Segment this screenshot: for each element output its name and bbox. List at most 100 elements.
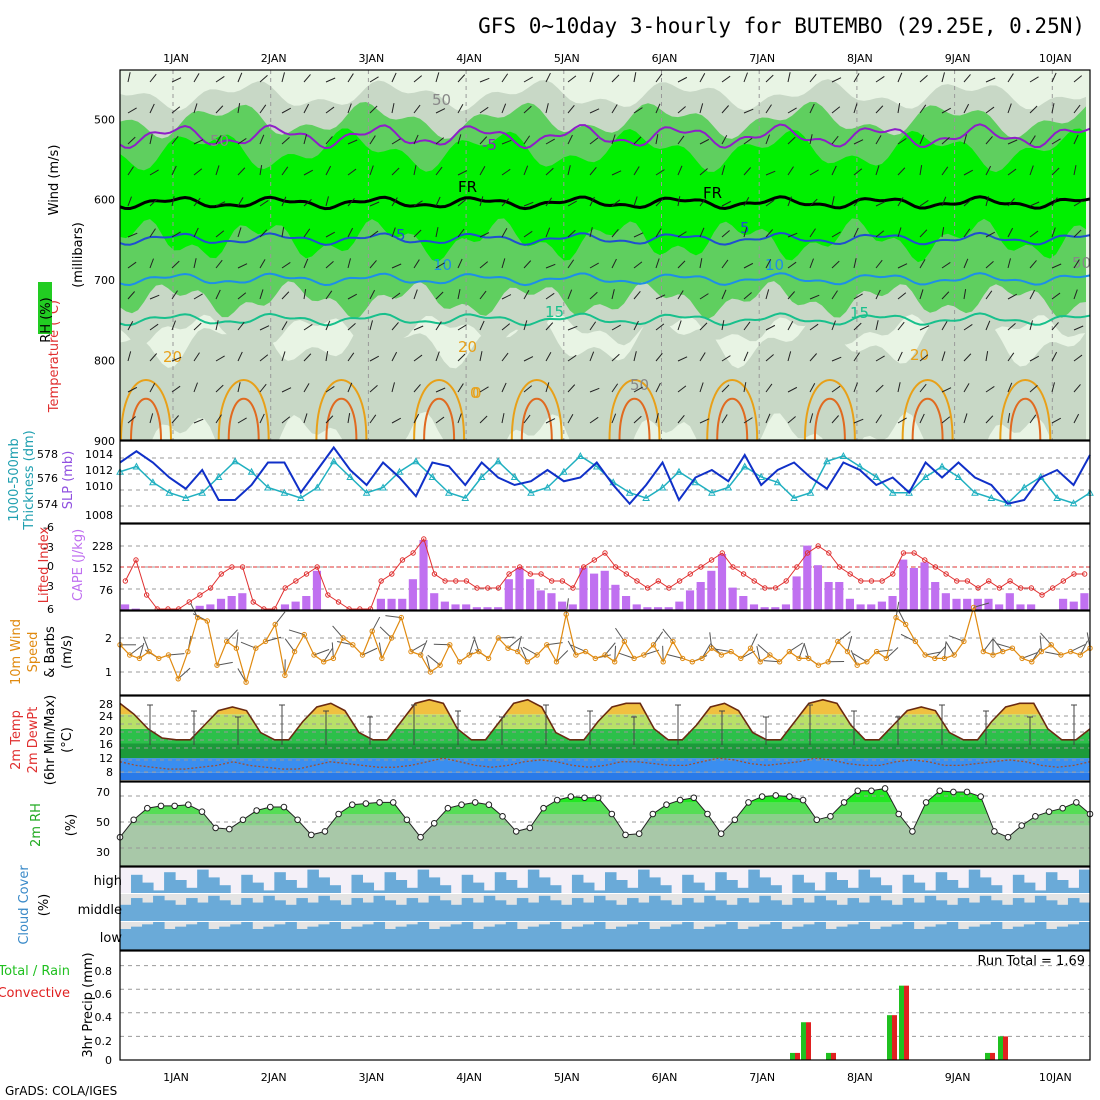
cape-bar xyxy=(131,608,140,610)
isotherm-25-arch xyxy=(911,397,944,441)
wind-barb xyxy=(149,228,156,238)
cloud-cover-bar xyxy=(175,880,187,893)
wind-barb xyxy=(1029,384,1038,393)
cloud-cover-bar xyxy=(329,885,341,893)
wind-barb xyxy=(633,351,637,362)
wind-barb xyxy=(193,352,200,362)
cloud-cover-bar xyxy=(880,885,893,893)
cloud-cover-bar xyxy=(384,900,397,921)
rh-marker xyxy=(567,793,575,800)
wind-barb xyxy=(281,351,286,362)
wind-speed-marker xyxy=(903,621,909,628)
wind-barb xyxy=(611,413,617,424)
cloud-cover-bar xyxy=(142,882,154,893)
cape-bar xyxy=(302,596,311,610)
thickness-marker xyxy=(198,488,207,496)
precip-conv-bar xyxy=(904,985,909,1060)
wind-barb xyxy=(677,196,681,207)
wind-barb xyxy=(809,382,816,393)
wind-barb xyxy=(501,413,505,424)
cape-bar xyxy=(1027,604,1036,610)
cloud-cover-bar xyxy=(417,902,430,921)
cloud-cover-bar xyxy=(770,900,782,921)
wind-barb xyxy=(523,76,533,83)
cloud-cover-bar xyxy=(153,890,165,893)
lifted-index-marker xyxy=(922,557,928,563)
wind-barb xyxy=(677,106,686,114)
wind-panel-frame xyxy=(119,610,1091,696)
cape-bar xyxy=(899,559,908,610)
isotherm-25-arch xyxy=(520,397,553,441)
cloud-cover-bar xyxy=(527,926,540,950)
cloud-cover-bar xyxy=(979,877,992,893)
wind-speed-marker xyxy=(990,652,996,658)
wind-speed-marker xyxy=(689,659,695,665)
cloud-cover-bar xyxy=(120,904,132,921)
wind-barb xyxy=(523,201,534,207)
wind-barb xyxy=(677,260,686,269)
cape-bar xyxy=(867,604,876,610)
wind-barb xyxy=(303,413,308,424)
wind-barb xyxy=(1051,351,1058,362)
wind-barb xyxy=(589,137,599,145)
wind-barb xyxy=(699,168,708,176)
wind-barb xyxy=(875,230,885,238)
wind-barb xyxy=(413,289,418,300)
thickness-marker xyxy=(477,472,486,480)
rh-marker xyxy=(772,792,780,799)
lifted-index-marker xyxy=(655,578,661,584)
date-label-bottom: 10JAN xyxy=(1039,1071,1072,1084)
wind-barb xyxy=(853,139,864,145)
wind-barb xyxy=(853,258,857,269)
wind-barb xyxy=(127,291,135,300)
wind-barb xyxy=(721,105,729,114)
wind-barb xyxy=(545,322,554,331)
date-label-bottom: 7JAN xyxy=(749,1071,775,1084)
cloud-cover-bar xyxy=(1023,902,1036,921)
lifted-index-marker xyxy=(421,536,427,542)
wind-barb xyxy=(1073,134,1079,145)
cloud-cover-bar xyxy=(1034,895,1047,921)
cloud-cover-bar xyxy=(1001,929,1014,950)
contour-label: 50 xyxy=(210,132,229,150)
wind-axis-label: (m/s) xyxy=(60,635,75,669)
wind-barb xyxy=(413,325,424,331)
wind-barb xyxy=(787,386,798,393)
contour-label: 10 xyxy=(433,256,452,274)
cape-bar xyxy=(526,579,535,610)
wind-barb xyxy=(787,351,792,362)
cloud-cover-bar xyxy=(395,926,408,950)
cloud-cover-bar xyxy=(417,922,430,950)
cloud-cover-bar xyxy=(241,922,253,950)
wind-speed-marker xyxy=(621,638,628,645)
cloud-cover-bar xyxy=(715,900,727,921)
wind-barb xyxy=(347,322,356,331)
thickness-tick: 576 xyxy=(37,472,58,485)
cape-bar xyxy=(643,607,652,610)
wind-barb xyxy=(1007,413,1011,424)
wind-barb xyxy=(743,292,752,300)
rh-marker xyxy=(389,799,397,806)
wind-speed-marker xyxy=(941,655,948,662)
wind-speed-marker xyxy=(873,648,880,655)
wind-speed-marker xyxy=(1009,645,1016,651)
temp-axis-label: 2m DewPt xyxy=(26,707,41,774)
thickness-marker xyxy=(790,493,798,501)
cape-bar xyxy=(558,601,567,610)
rh-marker xyxy=(294,816,301,824)
cape-bar xyxy=(1069,601,1078,610)
lifted-tick: 6 xyxy=(47,603,54,616)
wind-barb xyxy=(831,356,842,362)
wind-barb xyxy=(787,72,791,83)
wind-barb xyxy=(897,351,903,362)
wind-barb xyxy=(941,291,950,300)
rh-tick: 70 xyxy=(96,786,110,799)
cloud-cover-bar xyxy=(505,880,518,893)
lifted-index-marker xyxy=(335,599,342,605)
wind-barb xyxy=(127,351,132,362)
cloud-cover-bar xyxy=(263,890,275,893)
rh-tick: 30 xyxy=(96,846,110,859)
wind-barb xyxy=(809,169,819,176)
wind-barb xyxy=(413,384,421,393)
wind-barb xyxy=(303,103,310,114)
